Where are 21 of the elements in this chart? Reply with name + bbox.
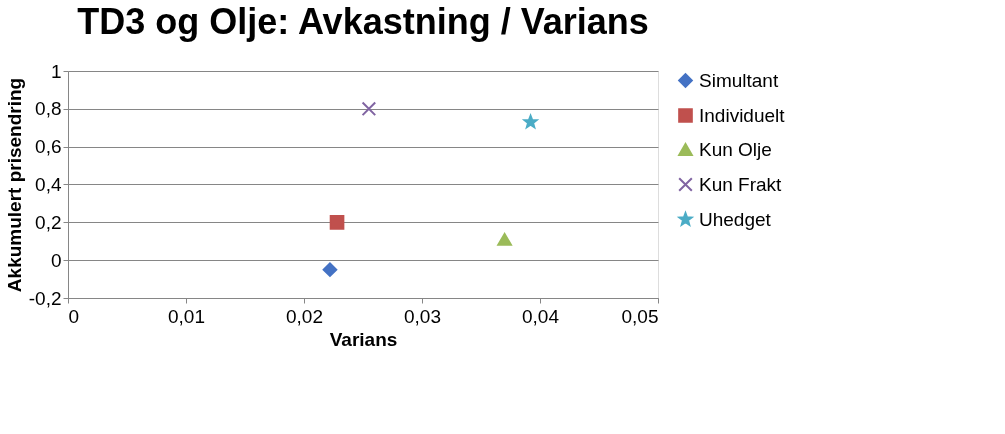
x-tick-label: 0 bbox=[68, 305, 80, 327]
y-tick-label: 0,6 bbox=[35, 136, 62, 158]
y-tick-label: 1 bbox=[50, 60, 62, 82]
x-tick-label: 0,01 bbox=[168, 305, 205, 327]
y-tick-label: 0,8 bbox=[35, 98, 62, 120]
legend-label: Individuelt bbox=[699, 104, 786, 126]
legend-label: Uhedget bbox=[699, 208, 772, 230]
x-tick-label: 0,02 bbox=[286, 305, 323, 327]
y-tick-label: 0,2 bbox=[35, 211, 62, 233]
legend-label: Simultant bbox=[699, 69, 779, 91]
x-tick-label: 0,05 bbox=[621, 305, 659, 327]
chart-title: TD3 og Olje: Avkastning / Varians bbox=[77, 1, 649, 42]
x-tick-label: 0,04 bbox=[522, 305, 560, 327]
x-axis-title: Varians bbox=[329, 328, 398, 350]
legend-label: Kun Olje bbox=[699, 138, 772, 160]
y-tick-label: -0,2 bbox=[28, 287, 62, 309]
x-tick-label: 0,03 bbox=[404, 305, 441, 327]
y-tick-label: 0 bbox=[50, 249, 62, 271]
legend-label: Kun Frakt bbox=[699, 173, 783, 195]
y-axis-title: Akkumulert prisendring bbox=[3, 77, 25, 293]
y-tick-label: 0,4 bbox=[35, 174, 62, 195]
